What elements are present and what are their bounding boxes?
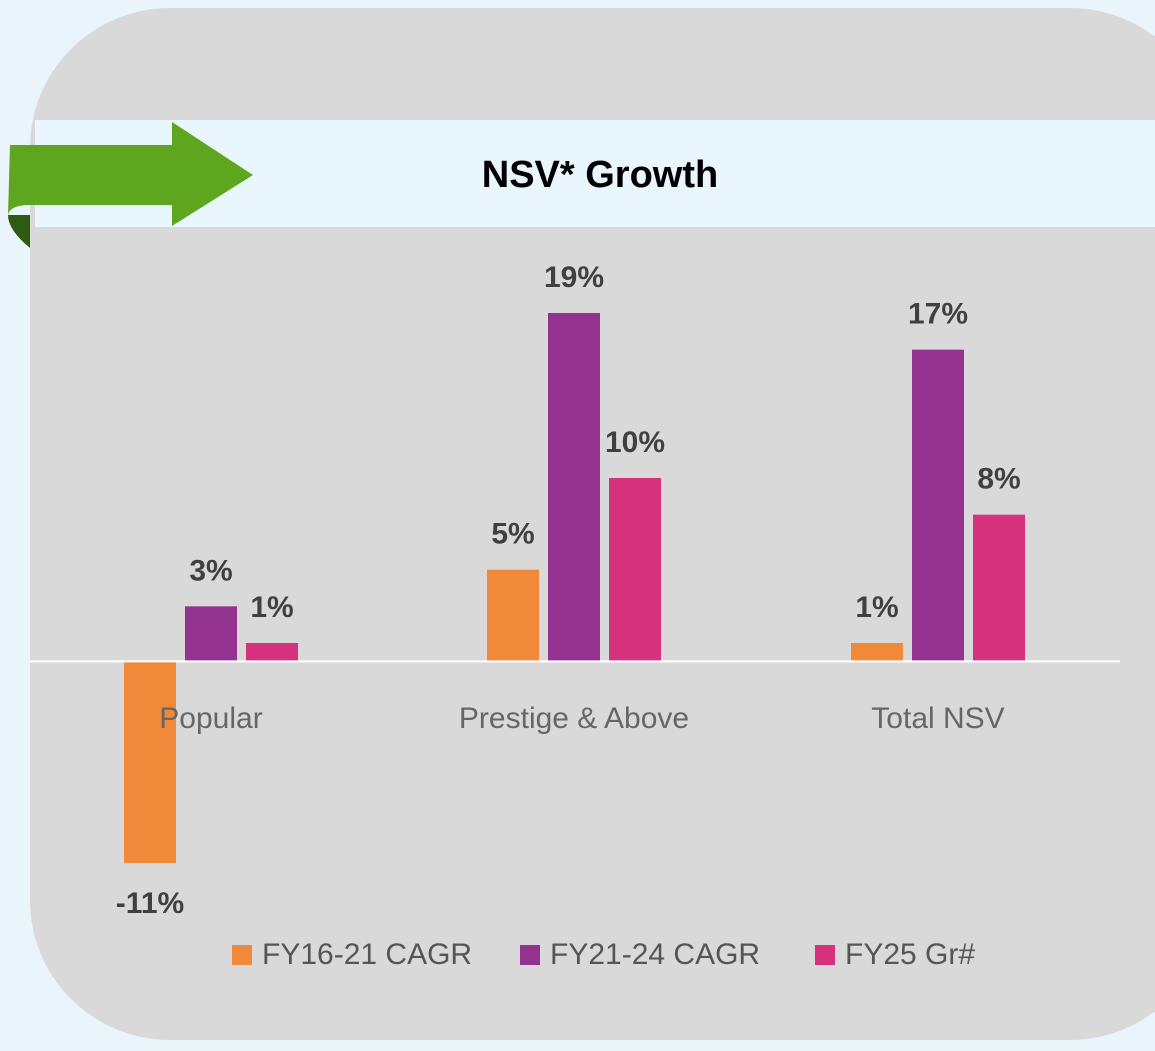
data-label: 3% xyxy=(189,554,232,587)
x-tick-label: Total NSV xyxy=(871,702,1004,735)
data-label: 1% xyxy=(250,591,293,624)
data-label: -11% xyxy=(116,887,184,920)
data-label: 5% xyxy=(491,518,534,551)
arrow xyxy=(8,122,253,226)
bar xyxy=(548,313,600,662)
legend-label: FY21-24 CAGR xyxy=(550,938,760,971)
legend-swatch xyxy=(520,945,540,965)
bar xyxy=(912,349,964,662)
legend-swatch xyxy=(815,945,835,965)
bar xyxy=(609,478,661,662)
bar xyxy=(185,606,237,662)
bar xyxy=(487,569,539,662)
bar xyxy=(851,643,903,662)
data-label: 8% xyxy=(977,463,1020,496)
chart-title: NSV* Growth xyxy=(482,154,718,196)
data-label: 19% xyxy=(544,261,604,294)
x-tick-label: Prestige & Above xyxy=(459,702,689,735)
bar xyxy=(124,661,176,863)
data-label: 10% xyxy=(605,426,665,459)
bar xyxy=(973,514,1025,662)
legend-label: FY16-21 CAGR xyxy=(262,938,472,971)
arrow-fold xyxy=(8,215,30,248)
bar xyxy=(246,643,298,662)
data-label: 1% xyxy=(855,591,898,624)
legend-swatch xyxy=(232,945,252,965)
x-tick-label: Popular xyxy=(159,702,262,735)
data-label: 17% xyxy=(908,298,968,331)
legend-label: FY25 Gr# xyxy=(845,938,975,971)
